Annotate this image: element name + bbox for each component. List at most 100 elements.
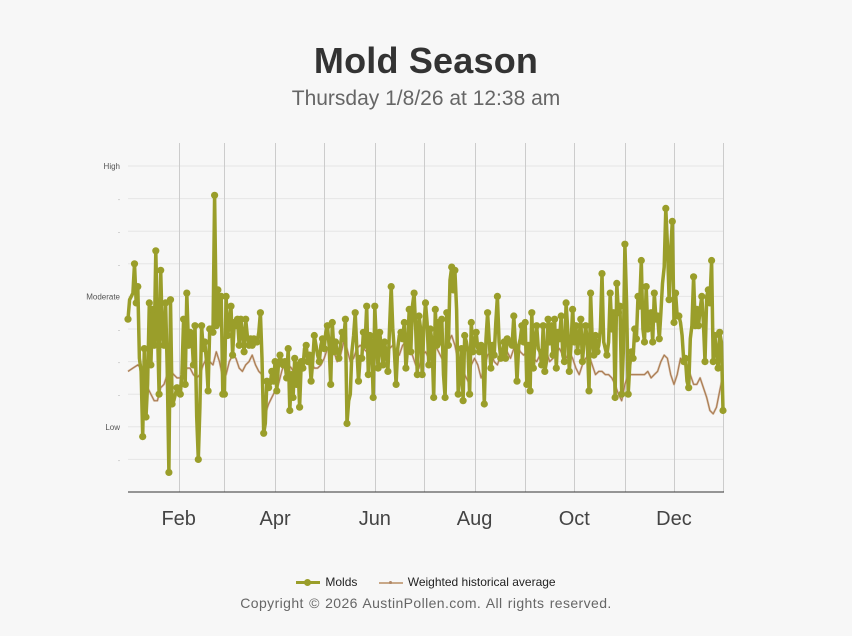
molds-point (351, 309, 359, 317)
molds-point (292, 380, 300, 388)
molds-point (547, 322, 556, 330)
molds-point (341, 315, 349, 323)
molds-point (211, 191, 219, 199)
molds-point (490, 351, 498, 359)
molds-point (438, 315, 446, 323)
molds-point (363, 302, 371, 310)
molds-point (173, 384, 181, 392)
molds-point (640, 338, 649, 346)
molds-point (371, 302, 379, 310)
molds-point (269, 377, 278, 385)
molds-point (265, 384, 273, 392)
molds-point (631, 325, 639, 333)
molds-point (449, 286, 457, 294)
chart-subtitle: Thursday 1/8/26 at 12:38 am (291, 87, 561, 110)
molds-point (431, 305, 439, 313)
molds-point (484, 309, 492, 317)
molds-point (693, 305, 701, 313)
molds-point (281, 358, 289, 366)
molds-point (176, 390, 184, 398)
molds-point (263, 377, 271, 385)
molds-point (508, 341, 516, 349)
molds-point (614, 309, 623, 317)
molds-point (523, 380, 531, 388)
molds-point (157, 266, 165, 274)
molds-point (554, 328, 562, 336)
molds-point (538, 361, 546, 369)
y-tick-label: Low (105, 423, 120, 432)
molds-point (493, 292, 501, 300)
molds-point (701, 358, 709, 366)
molds-point (338, 328, 346, 336)
molds-point (606, 289, 614, 297)
molds-point (318, 335, 327, 343)
molds-point (376, 328, 384, 336)
molds-point (124, 315, 132, 323)
molds-point (209, 328, 217, 336)
y-tick-label: High (104, 162, 120, 171)
molds-point (381, 338, 389, 346)
molds-point (399, 335, 407, 343)
molds-line (126, 193, 725, 475)
molds-point (546, 338, 554, 346)
x-axis-labels: Feb Apr Jun Aug Oct Dec (161, 508, 691, 530)
molds-point (557, 312, 565, 320)
molds-point (587, 289, 595, 297)
molds-point (716, 328, 724, 336)
molds-point (524, 341, 533, 349)
molds-point (480, 400, 488, 408)
molds-point (302, 341, 310, 349)
molds-point (358, 354, 366, 362)
molds-point (593, 348, 601, 356)
molds-point (364, 371, 372, 379)
legend-item-molds[interactable]: Molds (296, 575, 357, 589)
x-tick-label: Oct (559, 508, 591, 530)
molds-point (670, 318, 678, 327)
molds-point (139, 433, 147, 441)
molds-point (528, 309, 536, 317)
molds-point (472, 328, 480, 336)
molds-point (201, 338, 209, 346)
molds-point (477, 341, 485, 349)
x-tick-label: Aug (457, 508, 493, 530)
molds-point (186, 328, 194, 336)
molds-point (183, 289, 191, 297)
molds-point (286, 406, 294, 415)
molds-point (152, 247, 160, 255)
molds-point (488, 341, 497, 349)
molds-point (148, 305, 157, 313)
molds-point (240, 348, 248, 356)
molds-point (392, 380, 400, 388)
legend-item-weighted-average[interactable]: Weighted historical average (378, 575, 556, 589)
molds-point (629, 354, 637, 362)
molds-point (142, 413, 150, 421)
molds-point (273, 387, 281, 395)
molds-point (560, 358, 569, 366)
molds-point (539, 322, 547, 330)
molds-point (165, 468, 173, 476)
molds-point (147, 361, 155, 369)
molds-point (180, 315, 188, 323)
molds-point (513, 377, 521, 385)
molds-point (466, 390, 474, 398)
molds-point (644, 325, 652, 333)
molds-point (654, 312, 662, 320)
molds-point (634, 292, 642, 300)
molds-point (271, 358, 279, 366)
legend-label-weighted-average: Weighted historical average (407, 575, 556, 589)
molds-point (502, 354, 510, 362)
chart-title: Mold Season (313, 40, 539, 81)
molds-point (134, 283, 142, 291)
molds-point (320, 345, 328, 353)
molds-point (132, 299, 140, 307)
molds-point (555, 335, 564, 343)
molds-point (198, 322, 206, 330)
molds-point (268, 367, 276, 375)
molds-point (454, 390, 462, 398)
molds-point (572, 322, 580, 330)
y-tick-label: - (118, 393, 120, 399)
x-tick-label: Apr (260, 508, 291, 530)
molds-point (425, 361, 433, 369)
legend-label-molds: Molds (325, 575, 358, 589)
